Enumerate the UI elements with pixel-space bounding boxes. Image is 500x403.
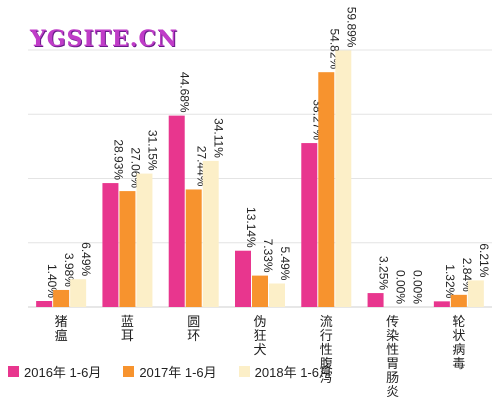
bar	[53, 289, 70, 307]
bar	[136, 173, 153, 307]
category-label-char: 腹	[320, 356, 333, 372]
category-label-char: 圆	[187, 315, 200, 330]
data-label: 0.00%	[411, 270, 425, 304]
bar	[301, 143, 318, 307]
category-label-char: 流	[320, 315, 333, 330]
bar	[335, 50, 352, 308]
category-label-char: 蓝	[121, 315, 134, 330]
bar	[102, 183, 119, 307]
category-label-char: 犬	[253, 343, 266, 358]
category-label-char: 轮	[452, 315, 465, 330]
category-label-char: 传	[386, 315, 399, 330]
data-label: 13.14%	[244, 207, 258, 248]
legend-item-2018: 2018年 1-6月	[238, 362, 332, 381]
category-label-char: 染	[386, 329, 399, 344]
legend-swatch-2018	[238, 365, 250, 377]
data-label: 0.00%	[394, 270, 408, 304]
data-label: 6.21%	[477, 243, 491, 277]
category-label-char: 肠	[386, 371, 399, 386]
legend-label-2018: 2018年 1-6月	[254, 364, 332, 380]
data-label: 3.25%	[377, 256, 391, 290]
legend-item-2017: 2017年 1-6月	[123, 362, 217, 381]
bar	[119, 191, 136, 307]
category-label-char: 猪	[55, 315, 68, 330]
bar	[450, 294, 467, 307]
data-label: 59.89%	[344, 7, 358, 48]
category-label-char: 环	[187, 329, 200, 344]
category-label-char: 行	[320, 329, 333, 344]
legend-label-2016: 2016年 1-6月	[24, 364, 102, 380]
data-label: 28.93%	[111, 139, 125, 180]
legend-swatch-2016	[8, 365, 19, 377]
data-label: 1.40%	[45, 264, 59, 298]
data-label: 31.15%	[145, 130, 159, 171]
data-label: 1.32%	[443, 264, 457, 298]
category-label-char: 耳	[121, 329, 134, 344]
bar	[367, 293, 384, 307]
data-label: 5.49%	[278, 246, 292, 280]
bar	[168, 115, 185, 307]
legend-swatch-2017	[123, 365, 135, 377]
legend-label-2017: 2017年 1-6月	[139, 364, 217, 380]
bar	[185, 189, 202, 307]
category-label-char: 胃	[386, 357, 399, 372]
data-label: 34.11%	[212, 118, 226, 158]
bar	[269, 283, 285, 307]
category-label-char: 狂	[253, 329, 266, 344]
category-label-char: 泻	[320, 371, 333, 386]
data-label: 7.33%	[261, 239, 275, 273]
watermark: YGSITE.CN	[30, 26, 179, 52]
category-label-char: 性	[320, 343, 333, 358]
data-label: 44.68%	[178, 72, 192, 113]
legend-item-2016: 2016年 1-6月	[8, 362, 101, 381]
bar	[433, 301, 450, 307]
bar	[36, 301, 53, 307]
bar	[252, 275, 268, 307]
legend: 2016年 1-6月 2017年 1-6月 2018年 1-6月	[8, 360, 354, 382]
bar	[467, 280, 484, 307]
category-label-char: 瘟	[55, 328, 68, 344]
category-label-char: 伪	[253, 315, 266, 330]
data-label: 3.98%	[62, 253, 76, 287]
bar	[318, 72, 335, 307]
bar	[202, 160, 219, 307]
bar	[235, 250, 251, 307]
category-label-char: 状	[452, 329, 465, 344]
category-label-char: 性	[386, 343, 399, 358]
category-label-char: 病	[452, 343, 465, 358]
category-label-char: 炎	[386, 385, 399, 400]
category-label-char: 毒	[452, 357, 465, 372]
bar	[70, 279, 87, 307]
data-label: 6.49%	[79, 242, 93, 276]
